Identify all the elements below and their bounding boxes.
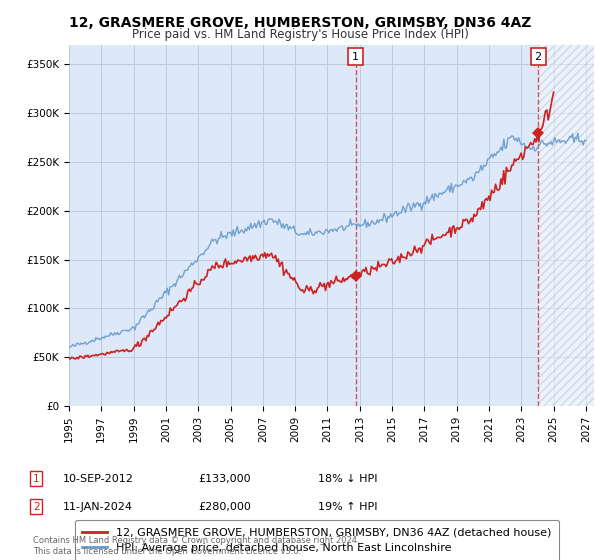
Legend: 12, GRASMERE GROVE, HUMBERSTON, GRIMSBY, DN36 4AZ (detached house), HPI: Average: 12, GRASMERE GROVE, HUMBERSTON, GRIMSBY,… bbox=[74, 520, 559, 560]
Text: 11-JAN-2024: 11-JAN-2024 bbox=[63, 502, 133, 512]
Text: 2: 2 bbox=[33, 502, 40, 512]
Text: 18% ↓ HPI: 18% ↓ HPI bbox=[318, 474, 377, 484]
Text: 1: 1 bbox=[352, 52, 359, 62]
Text: 12, GRASMERE GROVE, HUMBERSTON, GRIMSBY, DN36 4AZ: 12, GRASMERE GROVE, HUMBERSTON, GRIMSBY,… bbox=[69, 16, 531, 30]
Text: £280,000: £280,000 bbox=[198, 502, 251, 512]
Text: 2: 2 bbox=[535, 52, 542, 62]
Text: £133,000: £133,000 bbox=[198, 474, 251, 484]
Text: 1: 1 bbox=[33, 474, 40, 484]
Text: 19% ↑ HPI: 19% ↑ HPI bbox=[318, 502, 377, 512]
Text: Price paid vs. HM Land Registry's House Price Index (HPI): Price paid vs. HM Land Registry's House … bbox=[131, 28, 469, 41]
Text: 10-SEP-2012: 10-SEP-2012 bbox=[63, 474, 134, 484]
Text: Contains HM Land Registry data © Crown copyright and database right 2024.
This d: Contains HM Land Registry data © Crown c… bbox=[33, 536, 359, 556]
